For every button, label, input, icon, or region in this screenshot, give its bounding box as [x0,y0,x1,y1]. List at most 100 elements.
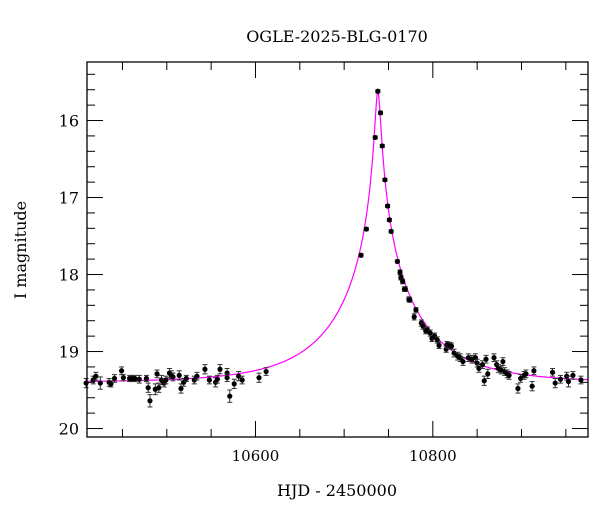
x-axis-label: HJD - 2450000 [277,481,397,500]
point-marker [206,377,212,383]
point-marker [485,371,491,377]
data-point [176,370,182,381]
data-point [136,374,142,384]
x-tick-label: 10800 [409,447,457,465]
point-marker [170,374,176,380]
point-marker [263,368,269,375]
point-marker [402,286,408,292]
point-marker [239,377,245,383]
y-axis-label: I magnitude [11,201,30,299]
data-point [202,364,208,375]
point-marker [518,375,524,382]
point-marker [156,385,162,391]
data-point [552,377,558,389]
data-point [145,382,151,393]
plot-frame [86,61,589,438]
data-point [448,342,455,350]
point-marker [358,252,364,258]
y-tick-label: 19 [59,343,79,362]
point-marker [214,376,220,382]
point-marker [411,314,417,320]
point-marker [120,375,126,381]
data-point [518,374,524,383]
data-point [578,375,584,385]
data-point [147,394,153,408]
data-point [156,382,162,393]
data-point [498,365,504,375]
data-point [372,134,378,141]
data-point [506,371,512,380]
point-marker [491,355,497,361]
data-point [495,364,502,373]
data-point [436,341,442,349]
data-point [206,375,212,385]
point-marker [202,366,208,372]
point-marker [379,143,385,149]
data-point [214,374,220,384]
data-point [557,374,564,384]
point-marker [194,373,200,379]
point-marker [217,366,223,372]
point-marker [231,381,237,387]
point-marker [382,177,388,183]
data-point [385,203,391,209]
point-marker [506,372,512,378]
point-marker [83,380,89,386]
point-marker [377,110,384,116]
data-point [407,297,413,303]
data-point [97,376,103,390]
data-point [111,374,118,383]
data-point [515,383,521,394]
point-marker [236,373,242,379]
x-tick-label: 10600 [232,447,280,465]
y-tick-label: 16 [59,112,79,131]
chart-title: OGLE-2025-BLG-0170 [246,27,428,46]
data-point [191,375,197,385]
data-point [481,375,487,386]
data-point [358,252,364,258]
data-point [394,258,400,265]
data-point [363,226,369,232]
point-marker [407,297,413,303]
data-point [93,371,99,381]
data-point [400,278,406,285]
data-point [386,217,392,223]
data-point [483,354,489,364]
point-marker [386,217,392,223]
data-point [194,371,200,381]
point-marker [181,379,187,385]
point-marker [256,375,262,381]
point-marker [448,343,455,349]
point-marker [500,358,506,365]
data-point [377,110,384,116]
data-point [227,389,233,403]
point-marker [136,376,142,382]
point-marker [90,377,96,383]
point-marker [515,385,521,392]
point-marker [481,378,487,384]
y-tick-label: 18 [59,266,79,285]
data-point [231,378,237,389]
point-marker [483,356,489,362]
data-point [531,366,537,376]
point-marker [154,371,160,377]
point-marker [549,369,556,375]
data-point [388,228,394,235]
data-point [118,366,125,376]
point-marker [97,380,103,386]
point-marker [457,355,463,361]
point-marker [227,393,233,399]
data-point [108,380,114,388]
data-point [529,381,535,392]
point-marker [178,385,184,392]
data-point [183,374,189,383]
data-point [239,375,245,385]
data-point [143,374,150,383]
data-point [154,369,160,379]
point-marker [413,307,419,313]
data-point [217,364,223,375]
y-tick-label: 17 [59,189,79,208]
data-point [565,375,572,388]
point-marker [552,380,558,386]
